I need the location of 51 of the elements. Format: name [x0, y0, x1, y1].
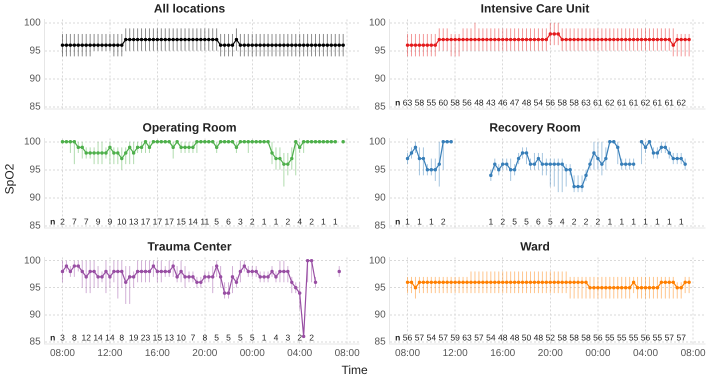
- y-tick-label: 100: [24, 18, 42, 29]
- y-tick-label: 95: [30, 164, 42, 176]
- x-tick-label: 00:00: [585, 348, 611, 359]
- y-tick-label: 90: [30, 74, 42, 85]
- x-tick-label: 08:00: [680, 348, 706, 359]
- y-tick-label: 100: [368, 136, 386, 148]
- y-tick-label: 90: [374, 74, 386, 85]
- text: n 2 7 7 9 9 10 13 17 17 17 15 14 11 5 6 3 2 1 1 2 4 2 1 1: [50, 216, 338, 226]
- y-tick-label: 100: [368, 18, 386, 29]
- x-tick-label: 08:00: [50, 348, 76, 359]
- chart-title: Operating Room: [142, 120, 237, 135]
- x-axis-title: Time: [342, 363, 368, 377]
- text: n 63 58 55 60 58 56 48 43 46 47 48 54 56 58 58 63 61 62 61 61 62 61 61 62: [395, 97, 686, 108]
- y-tick-label: 85: [374, 220, 386, 232]
- chart-title: All locations: [154, 2, 226, 16]
- y-tick-label: 85: [30, 336, 42, 348]
- x-tick-label: 00:00: [240, 348, 266, 359]
- y-tick-label: 100: [368, 255, 386, 266]
- y-tick-label: 100: [24, 255, 42, 266]
- chart-title: Ward: [520, 240, 550, 254]
- text: n 56 57 54 57 59 63 57 54 48 48 50 48 52 58 58 58 56 55 55 55 56 55 57 57: [395, 332, 686, 342]
- chart-title: Trauma Center: [147, 240, 232, 254]
- y-tick-label: 85: [374, 102, 386, 113]
- y-tick-label: 90: [374, 192, 386, 204]
- text: n 3 8 12 14 14 8 19 23 15 13 10 7 8 5 5 5 5 1 4 3 2 2: [50, 332, 314, 342]
- y-tick-label: 100: [24, 136, 42, 148]
- y-tick-label: 90: [30, 310, 42, 321]
- y-tick-label: 95: [374, 164, 386, 176]
- x-tick-label: 16:00: [490, 348, 516, 359]
- x-tick-label: 16:00: [144, 348, 170, 359]
- y-tick-label: 90: [30, 192, 42, 204]
- x-tick-label: 04:00: [632, 348, 658, 359]
- y-tick-label: 95: [374, 46, 386, 57]
- chart-title: Intensive Care Unit: [480, 2, 590, 16]
- y-tick-label: 85: [374, 336, 386, 348]
- y-tick-label: 85: [30, 102, 42, 113]
- x-tick-label: 08:00: [334, 348, 360, 359]
- x-tick-label: 04:00: [287, 348, 313, 359]
- y-tick-label: 95: [30, 46, 42, 57]
- x-tick-label: 08:00: [395, 348, 420, 359]
- text: n 1 1 1 2 1 2 5 5 6 5 4 2 2 2 1 1 1 1 1 1 1: [395, 216, 684, 226]
- x-tick-label: 12:00: [97, 348, 123, 359]
- chart-title: Recovery Room: [489, 120, 581, 135]
- x-tick-label: 20:00: [538, 348, 564, 359]
- y-tick-label: 95: [30, 282, 42, 294]
- y-tick-label: 90: [374, 310, 386, 321]
- y-tick-label: 95: [374, 282, 386, 294]
- x-tick-label: 20:00: [192, 348, 218, 359]
- x-tick-label: 12:00: [442, 348, 468, 359]
- y-tick-label: 85: [30, 220, 42, 232]
- y-axis-title: SpO2: [2, 163, 16, 194]
